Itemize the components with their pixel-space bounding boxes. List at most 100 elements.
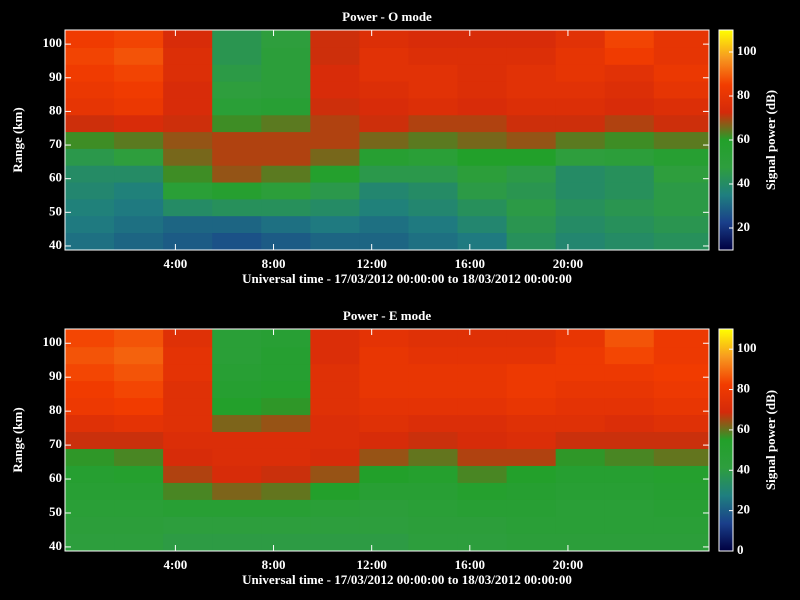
heatmap-cell	[114, 414, 164, 433]
heatmap-cell	[359, 64, 409, 82]
heatmap-cell	[408, 397, 459, 416]
heatmap-cell	[555, 397, 606, 416]
heatmap-cell	[555, 232, 606, 251]
heatmap-cell	[261, 414, 311, 433]
heatmap-cell	[457, 363, 508, 382]
heatmap-cell	[65, 198, 115, 217]
heatmap-cell	[506, 397, 557, 416]
heatmap-cell	[114, 329, 164, 348]
heatmap-cell	[604, 30, 655, 48]
heatmap-cell	[653, 165, 710, 183]
heatmap-cell	[65, 215, 115, 234]
x-tick-label: 8:00	[262, 256, 286, 271]
heatmap-cell	[457, 397, 508, 416]
heatmap-cell	[65, 131, 115, 149]
heatmap-cell	[457, 482, 508, 500]
heatmap-cell	[163, 414, 213, 433]
heatmap-cell	[114, 30, 164, 48]
heatmap-cell	[555, 465, 606, 483]
heatmap-cell	[212, 363, 262, 382]
heatmap-cell	[653, 499, 710, 517]
heatmap-cell	[653, 414, 710, 433]
heatmap-cell	[359, 516, 409, 534]
heatmap-cell	[114, 64, 164, 82]
heatmap-cell	[653, 47, 710, 65]
heatmap-cell	[604, 363, 655, 382]
x-tick-label: 4:00	[163, 256, 187, 271]
heatmap-cell	[506, 516, 557, 534]
heatmap-cell	[212, 47, 262, 65]
heatmap-cell	[114, 114, 164, 133]
heatmap-cell	[359, 131, 409, 149]
heatmap-cell	[408, 165, 459, 183]
heatmap-cell	[457, 165, 508, 183]
heatmap-cell	[114, 182, 164, 200]
heatmap-cell	[408, 482, 459, 500]
heatmap-cell	[65, 448, 115, 466]
heatmap-cell	[163, 215, 213, 234]
heatmap-cell	[506, 81, 557, 99]
heatmap-cell	[555, 380, 606, 399]
heatmap-cell	[114, 533, 164, 552]
heatmap-cell	[604, 232, 655, 251]
colorbar-label: Signal power (dB)	[763, 390, 778, 490]
y-tick-label: 100	[43, 35, 63, 50]
heatmap-cell	[114, 346, 164, 365]
heatmap-cell	[555, 81, 606, 99]
heatmap-cell	[506, 182, 557, 200]
heatmap-cell	[310, 215, 360, 234]
x-tick-label: 8:00	[262, 557, 286, 572]
panel-title: Power - E mode	[343, 308, 431, 323]
heatmap-cell	[506, 499, 557, 517]
heatmap-cell	[653, 215, 710, 234]
heatmap-cell	[555, 215, 606, 234]
heatmap-cell	[506, 482, 557, 500]
heatmap-cell	[653, 64, 710, 82]
heatmap-cell	[212, 232, 262, 251]
heatmap-cell	[653, 148, 710, 166]
heatmap-cell	[163, 363, 213, 382]
heatmap-cell	[506, 64, 557, 82]
heatmap-cell	[604, 414, 655, 433]
heatmap-cell	[163, 30, 213, 48]
heatmap-cell	[163, 81, 213, 99]
heatmap-cell	[653, 363, 710, 382]
y-tick-label: 70	[49, 136, 62, 151]
heatmap-cell	[212, 397, 262, 416]
heatmap-cell	[261, 482, 311, 500]
heatmap-cell	[555, 448, 606, 466]
heatmap-cell	[261, 465, 311, 483]
heatmap-cell	[653, 329, 710, 348]
heatmap-cell	[653, 380, 710, 399]
heatmap-cell	[261, 165, 311, 183]
heatmap-cell	[163, 499, 213, 517]
heatmap-cell	[65, 329, 115, 348]
heatmap-cell	[359, 329, 409, 348]
heatmap-cell	[310, 329, 360, 348]
heatmap-cell	[212, 182, 262, 200]
heatmap-cell	[604, 131, 655, 149]
heatmap-cell	[261, 148, 311, 166]
heatmap-cell	[261, 397, 311, 416]
heatmap-cell	[408, 47, 459, 65]
heatmap-cell	[163, 97, 213, 116]
heatmap-cell	[65, 499, 115, 517]
heatmap-cell	[359, 465, 409, 483]
heatmap-cell	[359, 363, 409, 382]
heatmap-cell	[653, 198, 710, 217]
heatmap-cell	[457, 97, 508, 116]
heatmap-cell	[555, 64, 606, 82]
heatmap-cell	[359, 198, 409, 217]
heatmap-cell	[457, 148, 508, 166]
heatmap-cell	[457, 81, 508, 99]
heatmap-cell	[555, 97, 606, 116]
heatmap-cell	[359, 346, 409, 365]
heatmap-cell	[604, 148, 655, 166]
heatmap-cell	[163, 533, 213, 552]
heatmap-cell	[408, 81, 459, 99]
heatmap-cell	[261, 516, 311, 534]
colorbar-tick-label: 100	[737, 340, 757, 355]
heatmap-cell	[65, 414, 115, 433]
heatmap-cell	[555, 148, 606, 166]
heatmap-cell	[604, 346, 655, 365]
